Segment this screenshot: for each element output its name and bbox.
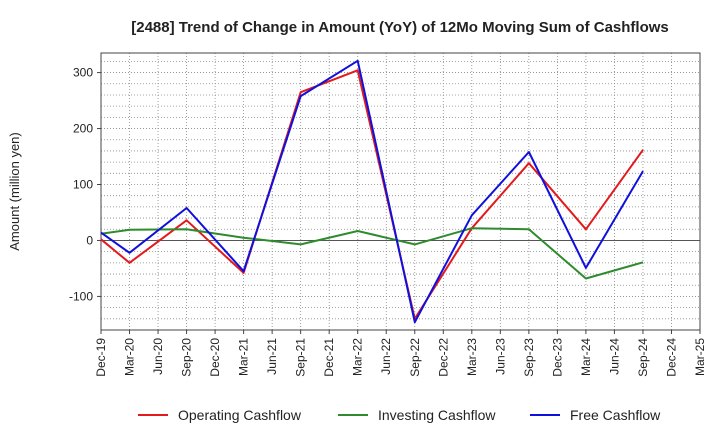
x-tick-label: Mar-24 <box>579 338 593 376</box>
series-lines <box>100 59 644 324</box>
x-tick-label: Jun-24 <box>607 338 621 375</box>
x-tick-label: Jun-20 <box>151 338 165 375</box>
x-tick-label: Mar-22 <box>351 338 365 376</box>
x-tick-label: Dec-22 <box>436 338 450 377</box>
x-tick-label: Dec-19 <box>94 338 108 377</box>
y-axis-label: Amount (million yen) <box>7 132 22 251</box>
y-tick-label: 200 <box>73 122 93 136</box>
x-tick-label: Jun-22 <box>379 338 393 375</box>
x-tick-label: Dec-24 <box>664 338 678 377</box>
x-tick-label: Mar-25 <box>693 338 707 376</box>
x-axis-ticks: Dec-19 Mar-20 Jun-20 Sep-20 Dec-20 Mar-21 Jun-… <box>94 330 707 377</box>
series-line-free-cashflow <box>100 59 644 324</box>
legend-label: Free Cashflow <box>570 407 661 423</box>
x-tick-label: Jun-23 <box>493 338 507 375</box>
x-tick-label: Jun-21 <box>265 338 279 375</box>
plot-frame <box>100 52 701 331</box>
x-tick-label: Sep-22 <box>408 338 422 377</box>
x-tick-label: Sep-23 <box>522 338 536 377</box>
chart-title: [2488] Trend of Change in Amount (YoY) o… <box>131 19 669 36</box>
x-tick-label: Mar-20 <box>123 338 137 376</box>
legend-label: Operating Cashflow <box>178 407 302 423</box>
y-tick-label: 300 <box>73 66 93 80</box>
x-tick-label: Mar-21 <box>237 338 251 376</box>
x-tick-label: Sep-20 <box>180 338 194 377</box>
y-tick-label: -100 <box>69 289 93 303</box>
x-tick-label: Sep-24 <box>636 338 650 377</box>
x-tick-label: Dec-23 <box>550 338 564 377</box>
series-line-investing-cashflow <box>100 227 644 280</box>
grid-lines <box>100 53 701 331</box>
legend-label: Investing Cashflow <box>378 407 496 423</box>
y-tick-label: 0 <box>86 233 93 247</box>
x-tick-label: Sep-21 <box>294 338 308 377</box>
series-line-operating-cashflow <box>100 69 644 320</box>
y-axis-ticks: -100 0 100 200 300 <box>69 66 101 303</box>
x-tick-label: Dec-20 <box>208 338 222 377</box>
legend: Operating Cashflow Investing Cashflow Free… <box>138 407 661 423</box>
x-tick-label: Dec-21 <box>322 338 336 377</box>
y-tick-label: 100 <box>73 178 93 192</box>
x-tick-label: Mar-23 <box>465 338 479 376</box>
